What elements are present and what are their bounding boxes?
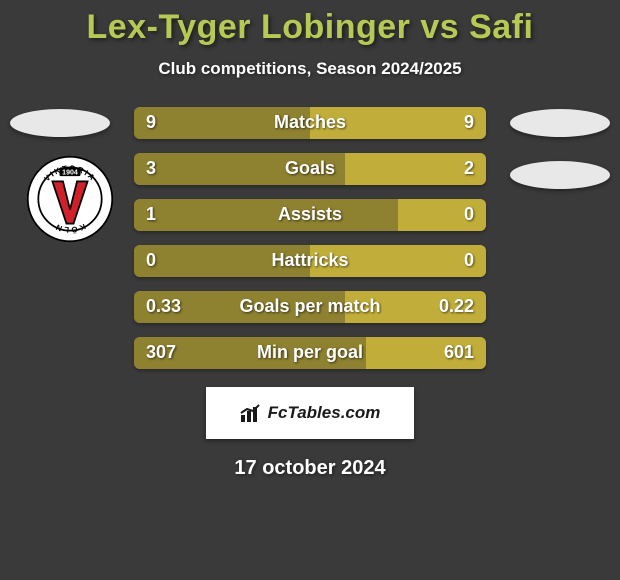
- stat-rows: 99Matches 32Goals 10Assists 00Hattricks 0.33…: [134, 107, 486, 369]
- bar-fill-right: [310, 245, 486, 277]
- stat-row: 32Goals: [134, 153, 486, 185]
- bar-fill-right: [310, 107, 486, 139]
- bar-fill-right: [345, 291, 486, 323]
- bar-fill-left: [134, 291, 345, 323]
- player-right-emblem-2: [510, 161, 610, 189]
- brand-card[interactable]: FcTables.com: [206, 387, 414, 439]
- player-left-emblem-1: [10, 109, 110, 137]
- stat-row: 99Matches: [134, 107, 486, 139]
- date-label: 17 october 2024: [0, 457, 620, 480]
- stat-row: 0.330.22Goals per match: [134, 291, 486, 323]
- bar-fill-left: [134, 199, 398, 231]
- brand-chart-icon: [240, 403, 262, 423]
- subtitle: Club competitions, Season 2024/2025: [0, 59, 620, 79]
- stat-row: 00Hattricks: [134, 245, 486, 277]
- bar-fill-right: [345, 153, 486, 185]
- brand-label: FcTables.com: [268, 403, 381, 423]
- page-title: Lex-Tyger Lobinger vs Safi: [0, 8, 620, 47]
- player-right-emblem-1: [510, 109, 610, 137]
- stat-row: 10Assists: [134, 199, 486, 231]
- bar-fill-right: [366, 337, 486, 369]
- bar-fill-right: [398, 199, 486, 231]
- badge-year: 1904: [62, 169, 78, 176]
- comparison-area: VIKTORIA KÖLN 1904 99Matches 32Goals 10Ass…: [0, 107, 620, 369]
- bar-fill-left: [134, 153, 345, 185]
- bar-fill-left: [134, 245, 310, 277]
- club-badge: VIKTORIA KÖLN 1904: [26, 155, 114, 243]
- bar-fill-left: [134, 107, 310, 139]
- bar-fill-left: [134, 337, 366, 369]
- stat-row: 307601Min per goal: [134, 337, 486, 369]
